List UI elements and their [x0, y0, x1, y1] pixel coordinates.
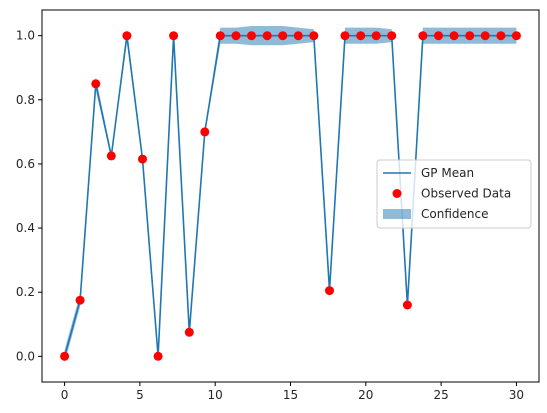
observed-data-point [434, 31, 443, 41]
y-tick-label: 1.0 [16, 29, 35, 43]
observed-data-point [60, 351, 70, 361]
x-tick-label: 25 [433, 388, 448, 402]
observed-data-point [138, 154, 147, 164]
x-tick-label: 10 [208, 388, 223, 402]
observed-data-point [215, 31, 225, 41]
observed-data-point [356, 31, 366, 41]
observed-data-point [309, 31, 319, 41]
legend: GP Mean Observed Data Confidence [376, 159, 532, 229]
x-tick-label: 15 [283, 388, 298, 402]
y-tick-label: 0.8 [16, 93, 35, 107]
legend-marker-swatch [392, 189, 402, 198]
y-tick-label: 0.0 [16, 349, 35, 363]
axes: 0 5 10 15 20 25 30 0.0 0.2 0.4 0.6 0.8 1.0 [16, 9, 540, 402]
y-tick-label: 0.6 [16, 157, 35, 171]
observed-data-point [496, 31, 506, 41]
legend-label: Observed Data [421, 187, 511, 201]
observed-data-point [278, 31, 288, 41]
legend-label: Confidence [421, 207, 488, 221]
observed-data-point [387, 31, 397, 41]
observed-data-marker-layer [60, 31, 521, 361]
observed-data-point [122, 31, 132, 41]
observed-data-point [325, 286, 334, 296]
observed-data-point [480, 31, 490, 41]
x-tick-label: 20 [358, 388, 373, 402]
legend-box [376, 159, 532, 229]
legend-patch-swatch [383, 209, 411, 219]
x-tick-label: 30 [509, 388, 524, 402]
legend-label: GP Mean [421, 166, 474, 180]
observed-data-point [200, 127, 210, 137]
observed-data-point [231, 31, 241, 41]
observed-data-point [340, 31, 350, 41]
observed-data-point [465, 31, 475, 41]
observed-data-point [402, 300, 412, 310]
observed-data-point [511, 31, 521, 41]
observed-data-point [247, 31, 256, 41]
observed-data-point [293, 31, 303, 41]
x-tick-label: 5 [136, 388, 144, 402]
y-tick-label: 0.2 [16, 285, 35, 299]
observed-data-point [449, 31, 459, 41]
observed-data-point [371, 31, 381, 41]
observed-data-point [91, 79, 101, 89]
observed-data-point [418, 31, 428, 41]
observed-data-point [262, 31, 272, 41]
y-tick-label: 0.4 [16, 221, 35, 235]
observed-data-point [75, 295, 85, 305]
observed-data-point [169, 31, 179, 41]
x-tick-label: 0 [61, 388, 69, 402]
observed-data-point [106, 151, 116, 161]
observed-data-point [153, 351, 163, 361]
observed-data-point [184, 327, 194, 337]
